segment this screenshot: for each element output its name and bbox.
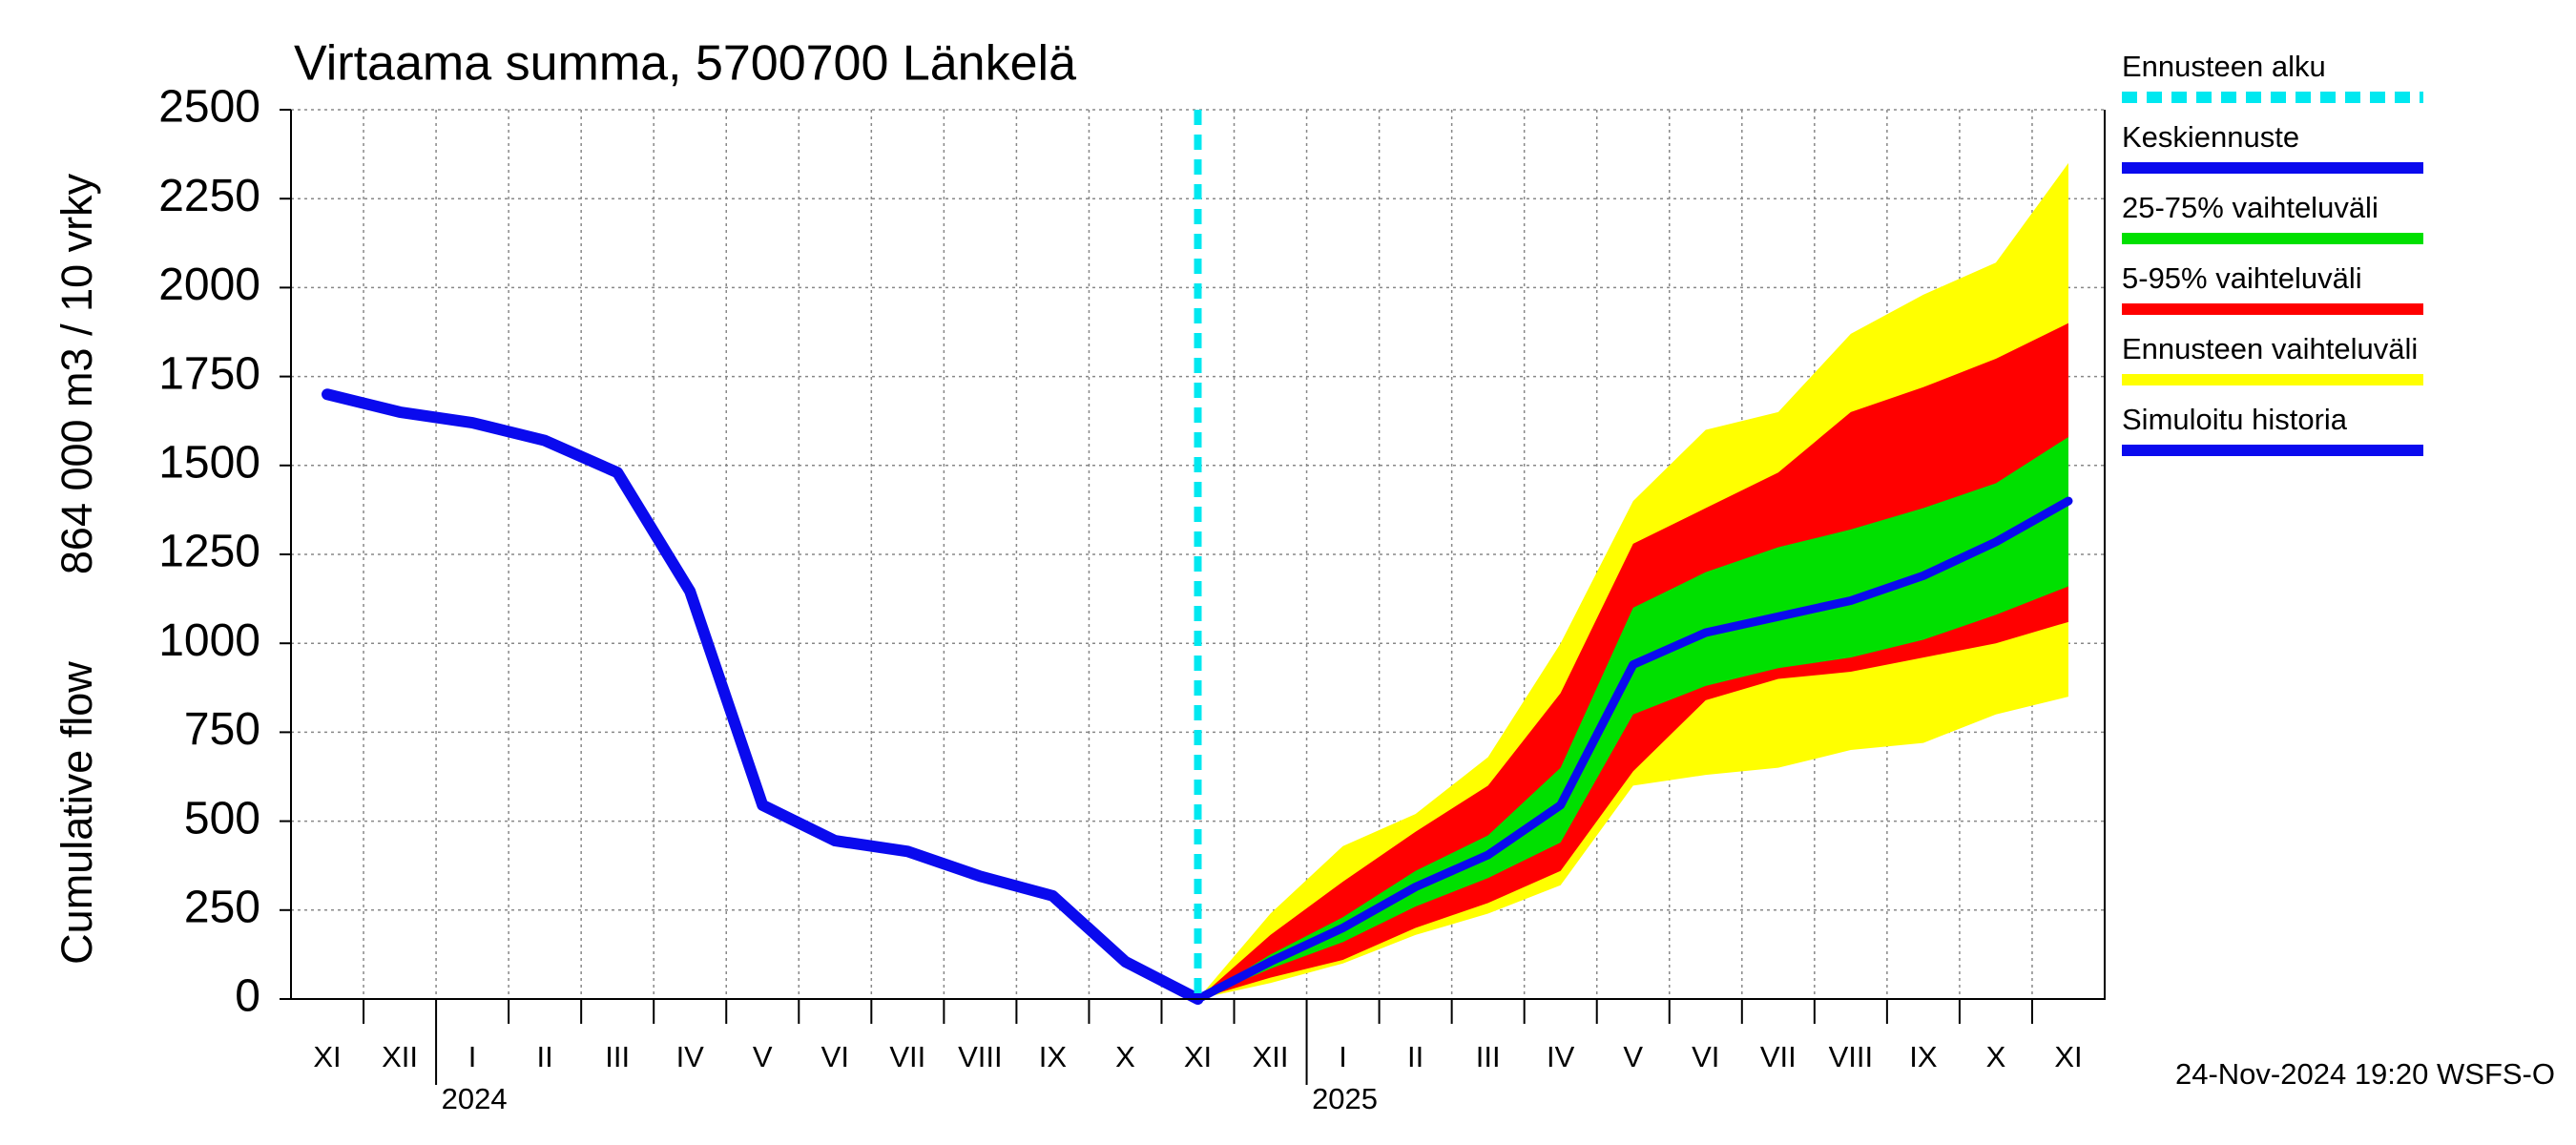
series-line — [1194, 496, 2073, 1004]
x-tick-label: V — [1623, 1040, 1643, 1073]
y-tick-label: 0 — [235, 971, 260, 1022]
x-tick-label: II — [537, 1040, 553, 1073]
legend-label: Ennusteen vaihteluväli — [2122, 332, 2418, 365]
x-tick-label: X — [1986, 1040, 2006, 1073]
x-tick-label: I — [1339, 1040, 1347, 1073]
year-label: 2024 — [442, 1082, 508, 1115]
x-tick-label: VIII — [958, 1040, 1003, 1073]
x-tick-label: X — [1115, 1040, 1135, 1073]
y-tick-label: 1500 — [158, 437, 260, 488]
x-tick-label: VI — [1692, 1040, 1719, 1073]
plot-frame — [290, 110, 2106, 1000]
series-line — [322, 388, 1204, 1005]
x-tick-label: IX — [1909, 1040, 1938, 1073]
x-tick-label: VII — [1760, 1040, 1797, 1073]
y-tick-label: 500 — [184, 793, 260, 843]
x-tick-label: IV — [676, 1040, 705, 1073]
y-tick-label: 2250 — [158, 171, 260, 221]
x-tick-label: XI — [2054, 1040, 2082, 1073]
x-tick-label: XII — [1253, 1040, 1289, 1073]
x-tick-label: III — [605, 1040, 630, 1073]
x-tick-label: II — [1407, 1040, 1423, 1073]
legend-label: 5-95% vaihteluväli — [2122, 261, 2362, 295]
y-tick-label: 250 — [184, 882, 260, 932]
x-tick-label: XI — [1184, 1040, 1212, 1073]
x-tick-label: I — [468, 1040, 477, 1073]
x-tick-label: XI — [313, 1040, 341, 1073]
x-tick-label: V — [753, 1040, 773, 1073]
x-tick-label: VIII — [1829, 1040, 1874, 1073]
y-tick-label: 750 — [184, 704, 260, 755]
year-label: 2025 — [1312, 1082, 1378, 1115]
timestamp: 24-Nov-2024 19:20 WSFS-O — [2175, 1057, 2555, 1091]
y-tick-label: 1250 — [158, 527, 260, 577]
chart-title: Virtaama summa, 5700700 Länkelä — [294, 36, 1076, 92]
y-tick-label: 2000 — [158, 260, 260, 310]
x-tick-label: III — [1476, 1040, 1501, 1073]
x-tick-label: IX — [1039, 1040, 1068, 1073]
y-tick-label: 1750 — [158, 348, 260, 399]
x-tick-label: IV — [1547, 1040, 1575, 1073]
legend-label: 25-75% vaihteluväli — [2122, 191, 2379, 224]
legend-label: Ennusteen alku — [2122, 50, 2326, 83]
y-axis-label: 864 000 m3 / 10 vrky — [52, 173, 101, 574]
range-band — [1197, 436, 2068, 999]
x-tick-label: VI — [821, 1040, 849, 1073]
legend-label: Simuloitu historia — [2122, 403, 2348, 436]
x-tick-label: XII — [382, 1040, 418, 1073]
x-tick-label: VII — [889, 1040, 925, 1073]
y-tick-label: 2500 — [158, 82, 260, 133]
y-tick-label: 1000 — [158, 615, 260, 666]
legend-label: Keskiennuste — [2122, 120, 2299, 154]
y-axis-label: Cumulative flow — [52, 661, 101, 965]
